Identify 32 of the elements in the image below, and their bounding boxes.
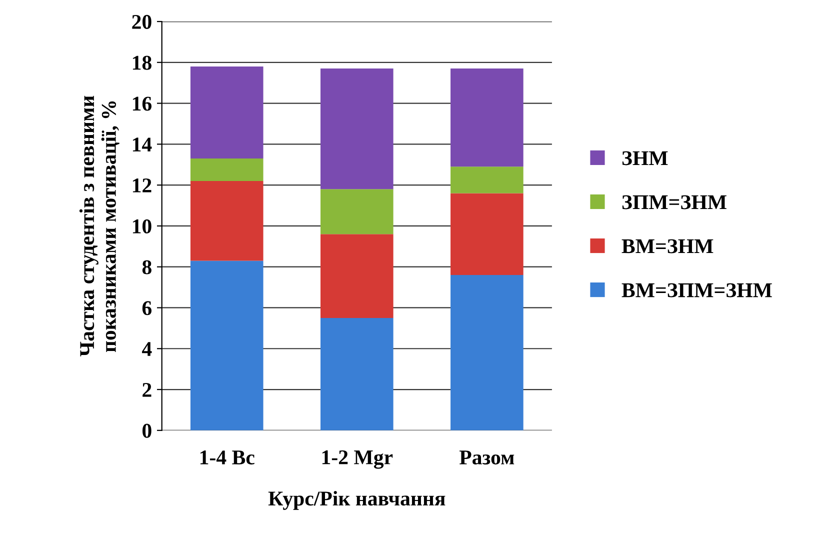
- bar: [450, 275, 524, 430]
- x-axis-title: Курс/Рік навчання: [268, 490, 446, 510]
- bar: [190, 180, 264, 261]
- y-tick-label: 8: [142, 260, 152, 274]
- legend-label: ЗНМ: [622, 151, 668, 166]
- y-tick-label: 20: [132, 14, 152, 29]
- bar: [320, 189, 394, 234]
- y-tick-label: 10: [132, 219, 152, 234]
- bar: [190, 66, 264, 158]
- y-tick-label: 12: [132, 178, 152, 192]
- y-tick-label: 0: [142, 424, 152, 438]
- bar: [450, 193, 524, 276]
- bar: [450, 68, 524, 167]
- bar: [320, 68, 394, 190]
- y-tick-label: 2: [142, 382, 152, 397]
- y-tick-label: 4: [142, 342, 152, 356]
- bar: [190, 260, 264, 430]
- bar: [320, 234, 394, 318]
- bar: [450, 166, 524, 194]
- x-tick-label: Разом: [459, 450, 514, 465]
- bar: [320, 318, 394, 430]
- bar: [190, 158, 264, 181]
- y-tick-label: 16: [132, 96, 152, 111]
- y-tick-label: 14: [132, 138, 152, 152]
- y-axis-title: Частка студентів з певними показниками мотивації, %: [79, 96, 120, 356]
- legend-label: ВМ=ЗПМ=ЗНМ: [622, 283, 772, 298]
- y-tick-label: 18: [132, 56, 152, 70]
- x-tick-label: 1-2 Mgr: [322, 450, 393, 469]
- x-tick-label: 1-4 Bc: [200, 450, 254, 464]
- legend-label: ВМ=ЗНМ: [622, 239, 714, 254]
- legend-label: ЗПМ=ЗНМ: [622, 195, 726, 210]
- y-tick-label: 6: [142, 301, 152, 316]
